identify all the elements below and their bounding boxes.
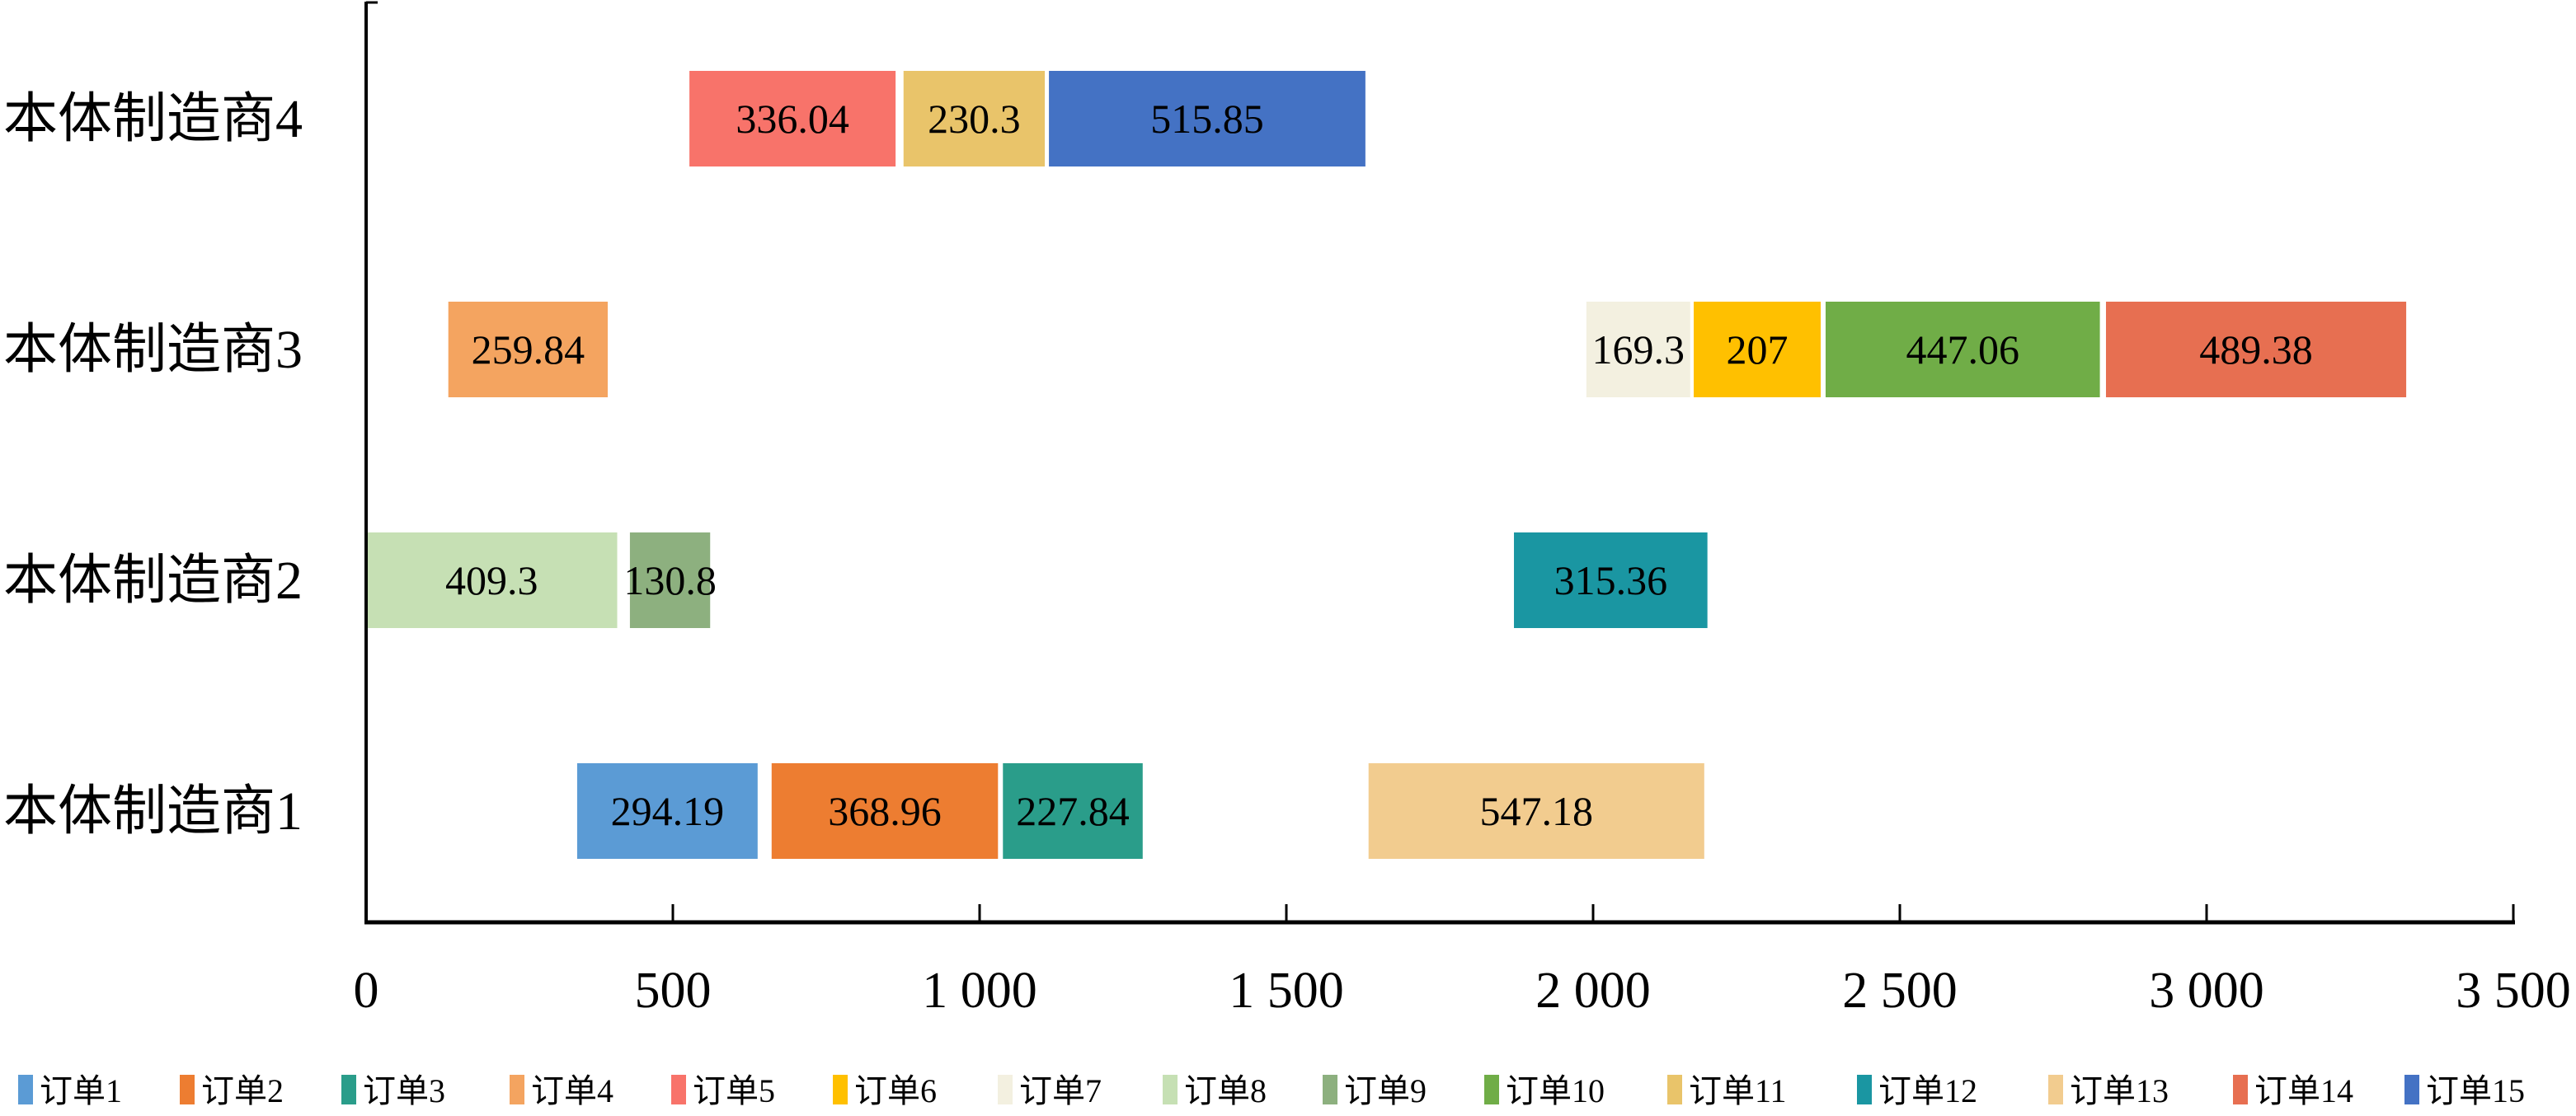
- legend-item: 订单9: [1323, 1072, 1427, 1109]
- data-label: 368.96: [828, 788, 942, 834]
- legend-label: 订单7: [1019, 1072, 1102, 1109]
- legend-item: 订单2: [180, 1072, 284, 1109]
- bar-订单15: [1049, 71, 1366, 166]
- legend-label: 订单8: [1184, 1072, 1267, 1109]
- x-tick-label: 0: [354, 963, 379, 1019]
- legend-swatch: [1323, 1075, 1337, 1104]
- x-tick-label: 1 500: [1229, 963, 1344, 1019]
- data-label: 489.38: [2199, 326, 2313, 373]
- category-label: 本体制造商4: [3, 89, 303, 149]
- bar-订单3: [1003, 763, 1143, 859]
- legend-label: 订单4: [531, 1072, 613, 1109]
- legend-label: 订单14: [2254, 1072, 2353, 1109]
- legend-label: 订单1: [40, 1072, 122, 1109]
- legend-label: 订单9: [1344, 1072, 1427, 1109]
- legend-item: 订单14: [2233, 1072, 2353, 1109]
- legend-item: 订单10: [1484, 1072, 1605, 1109]
- legend-item: 订单8: [1163, 1072, 1267, 1109]
- legend-label: 订单3: [363, 1072, 445, 1109]
- data-label: 130.8: [623, 557, 717, 603]
- legend-label: 订单2: [201, 1072, 284, 1109]
- legend-swatch: [2404, 1075, 2419, 1104]
- data-label: 515.85: [1150, 96, 1264, 142]
- legend-swatch: [1857, 1075, 1872, 1104]
- legend-swatch: [18, 1075, 33, 1104]
- legend-label: 订单11: [1689, 1072, 1787, 1109]
- data-label: 169.3: [1592, 326, 1685, 373]
- y-axis-labels: 本体制造商1 本体制造商2 本体制造商3 本体制造商4: [3, 89, 303, 842]
- bar-订单11: [903, 71, 1046, 166]
- bar-订单12: [1514, 532, 1708, 628]
- bar-订单10: [1825, 302, 2100, 397]
- x-tick-label: 2 000: [1535, 963, 1651, 1019]
- data-label: 230.3: [928, 96, 1021, 142]
- data-label: 294.19: [611, 788, 725, 834]
- legend-swatch: [1484, 1075, 1499, 1104]
- bar-订单8: [366, 532, 618, 628]
- data-label: 259.84: [472, 326, 585, 373]
- legend-item: 订单5: [671, 1072, 775, 1109]
- data-label: 409.3: [445, 557, 538, 603]
- x-tick-label: 3 500: [2456, 963, 2571, 1019]
- x-tick-label: 500: [635, 963, 712, 1019]
- legend-label: 订单13: [2070, 1072, 2169, 1109]
- legend: 订单1 订单2 订单3 订单4 订单5 订单6 订单7 订单8 订单9 订单10 订单11 订单12 订…: [18, 1072, 2525, 1109]
- legend-swatch: [1163, 1075, 1178, 1104]
- legend-swatch: [1667, 1075, 1682, 1104]
- legend-item: 订单3: [341, 1072, 445, 1109]
- category-label: 本体制造商3: [3, 320, 303, 380]
- data-label: 547.18: [1479, 788, 1593, 834]
- data-label: 207: [1727, 326, 1789, 373]
- legend-swatch: [671, 1075, 686, 1104]
- legend-swatch: [510, 1075, 524, 1104]
- legend-item: 订单13: [2048, 1072, 2169, 1109]
- legend-swatch: [2233, 1075, 2248, 1104]
- legend-swatch: [833, 1075, 848, 1104]
- x-axis-ticks: 0 500 1 000 1 500 2 000 2 500 3 000 3 500: [354, 904, 2571, 1019]
- x-tick-label: 2 500: [1842, 963, 1958, 1019]
- legend-label: 订单10: [1506, 1072, 1605, 1109]
- legend-label: 订单15: [2426, 1072, 2525, 1109]
- legend-item: 订单12: [1857, 1072, 1977, 1109]
- legend-swatch: [2048, 1075, 2063, 1104]
- category-label: 本体制造商1: [3, 781, 303, 842]
- bar-订单2: [771, 763, 999, 859]
- legend-label: 订单12: [1878, 1072, 1977, 1109]
- bar-订单5: [689, 71, 896, 166]
- legend-swatch: [180, 1075, 195, 1104]
- legend-item: 订单11: [1667, 1072, 1787, 1109]
- bars-layer: 294.19 368.96 227.84 259.84 336.04 207 169.3 40…: [366, 71, 2407, 859]
- data-label: 336.04: [736, 96, 849, 142]
- legend-label: 订单6: [854, 1072, 937, 1109]
- data-label: 227.84: [1016, 788, 1130, 834]
- legend-label: 订单5: [693, 1072, 775, 1109]
- bar-订单1: [576, 763, 758, 859]
- bar-订单7: [1586, 302, 1690, 397]
- category-label: 本体制造商2: [3, 551, 303, 611]
- bar-订单9: [629, 532, 711, 628]
- bar-订单4: [448, 302, 609, 397]
- data-label: 315.36: [1554, 557, 1668, 603]
- legend-swatch: [341, 1075, 356, 1104]
- data-label: 447.06: [1906, 326, 2020, 373]
- x-tick-label: 3 000: [2149, 963, 2264, 1019]
- legend-item: 订单4: [510, 1072, 613, 1109]
- legend-item: 订单6: [833, 1072, 937, 1109]
- legend-swatch: [998, 1075, 1013, 1104]
- bar-订单6: [1694, 302, 1822, 397]
- x-tick-label: 1 000: [922, 963, 1037, 1019]
- bar-订单14: [2105, 302, 2407, 397]
- legend-item: 订单7: [998, 1072, 1102, 1109]
- legend-item: 订单1: [18, 1072, 122, 1109]
- bar-订单13: [1368, 763, 1704, 859]
- legend-item: 订单15: [2404, 1072, 2525, 1109]
